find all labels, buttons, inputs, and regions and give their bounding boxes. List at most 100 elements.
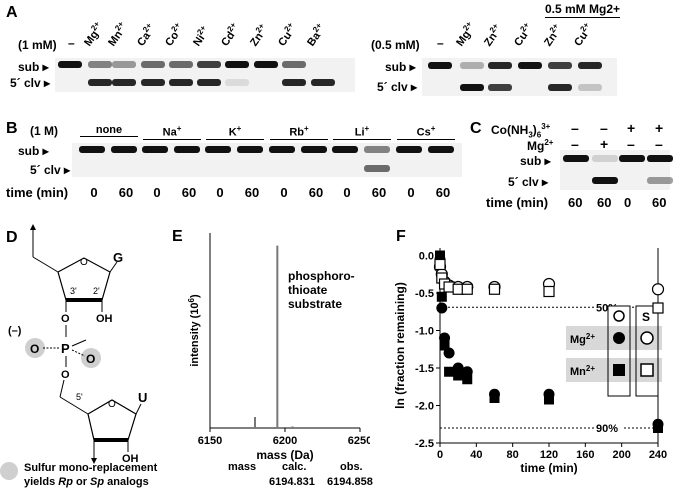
bottom-arrow-head bbox=[91, 458, 97, 464]
legend-mn-o-marker bbox=[613, 364, 625, 376]
upper-ribose-ring bbox=[57, 257, 111, 301]
reference-label-bg bbox=[594, 421, 622, 434]
data-point-mn-s bbox=[652, 302, 664, 314]
right-ion-label-1: Zn2+ bbox=[482, 21, 501, 49]
panel-a-right-sub-label: sub ▸ bbox=[385, 60, 416, 74]
c-row2-2: – bbox=[627, 136, 635, 152]
sub-band bbox=[428, 146, 454, 153]
panel-b-clv-label: 5´ clv ▸ bbox=[30, 163, 71, 177]
clv-band bbox=[460, 84, 484, 91]
legend-mg-o-marker bbox=[613, 332, 625, 344]
sub-band bbox=[112, 61, 136, 68]
data-point-mn-o bbox=[435, 250, 445, 261]
ion-label-8: Ba2+ bbox=[305, 21, 324, 49]
panel-d-structure: D O G 3' 2' OH O (–) O P O O 5' O U OH bbox=[6, 224, 147, 465]
legend-col-o-border bbox=[607, 305, 631, 397]
sub-band bbox=[237, 146, 263, 153]
right-ion-label-3: Zn2+ bbox=[542, 21, 561, 49]
x-tick-label: 120 bbox=[540, 449, 558, 461]
group-header-5: Cs+ bbox=[397, 124, 455, 140]
upper-ring-o: O bbox=[80, 257, 88, 268]
data-point-mn-s bbox=[543, 285, 555, 298]
time-value-7: 60 bbox=[308, 185, 324, 200]
panel-a-right-clv-label: 5´ clv ▸ bbox=[377, 80, 418, 94]
data-point-mn-o bbox=[453, 370, 464, 381]
right-ion-label-0: Mg2+ bbox=[454, 19, 474, 49]
clv-band bbox=[88, 79, 112, 86]
sub-band bbox=[364, 146, 390, 153]
sub-band bbox=[225, 61, 249, 68]
sub-band bbox=[518, 62, 542, 69]
c-time-3: 60 bbox=[652, 195, 667, 210]
sub-band bbox=[548, 62, 572, 69]
obs-label: obs. bbox=[340, 461, 363, 473]
group-header-4: Li+ bbox=[333, 124, 391, 140]
data-point-mn-o bbox=[439, 340, 450, 351]
ion-label-4: Ni2+ bbox=[191, 23, 208, 49]
base-u: U bbox=[138, 390, 147, 405]
legend-o-symbol bbox=[613, 310, 625, 322]
clv-band bbox=[282, 79, 306, 86]
sub-band bbox=[111, 146, 137, 153]
panel-a-label: A bbox=[6, 4, 18, 21]
sub-band bbox=[269, 146, 295, 153]
panel-c-row1-label: Co(NH3)63+ bbox=[491, 122, 551, 140]
legend-s-label: S bbox=[642, 310, 650, 324]
time-value-3: 60 bbox=[181, 185, 197, 200]
ion-label-2: Ca2+ bbox=[135, 21, 154, 49]
y-axis-label: intensity (106) bbox=[187, 294, 202, 367]
clv-band bbox=[141, 79, 165, 86]
ion-label-7: Cu2+ bbox=[276, 20, 296, 49]
data-point-mn-s bbox=[488, 283, 501, 295]
c-row1-3: + bbox=[655, 120, 664, 136]
base-g: G bbox=[113, 250, 123, 265]
y-tick-label: 0.0 bbox=[419, 251, 434, 263]
p-o-right-bond bbox=[71, 349, 86, 357]
sulfur-legend-text: Sulfur mono-replacement yields Rp or Sp … bbox=[24, 462, 158, 488]
c-row1-2: + bbox=[627, 120, 636, 136]
c-time-2: 0 bbox=[624, 195, 632, 210]
y-tick-label: -0.5 bbox=[415, 288, 434, 300]
time-value-9: 60 bbox=[371, 185, 387, 200]
p-atom: P bbox=[61, 341, 70, 356]
y-tick-label: -1.5 bbox=[415, 363, 434, 375]
annotation-line1: phosphoro- bbox=[288, 269, 355, 283]
sulfur-legend-dot bbox=[0, 462, 18, 480]
sub-band bbox=[141, 61, 165, 68]
top-arrow-head bbox=[30, 224, 36, 230]
y-tick-label: -2.0 bbox=[415, 401, 434, 413]
data-point-mn-o bbox=[444, 366, 455, 377]
sub-band bbox=[254, 61, 278, 68]
data-point-mn-o bbox=[462, 374, 473, 385]
data-point-mn-o bbox=[653, 423, 663, 433]
panel-a-sub-label: sub ▸ bbox=[18, 60, 49, 74]
lower-ribose-ring bbox=[87, 399, 137, 441]
sulfur-site-left bbox=[25, 338, 45, 358]
c5-label: 5' bbox=[76, 392, 83, 402]
c-row2-3: – bbox=[655, 136, 663, 152]
panel-b-conc: (1 M) bbox=[30, 124, 58, 138]
x-tick-label: 6250 bbox=[348, 435, 370, 447]
c-row1-1: – bbox=[600, 120, 608, 136]
data-point-mn-o bbox=[436, 291, 447, 302]
c-row1-0: – bbox=[571, 120, 579, 136]
panel-a-right-dash: – bbox=[437, 36, 444, 50]
data-point-mn-o bbox=[544, 394, 554, 405]
panel-d-label: D bbox=[6, 229, 18, 246]
c-row2-0: – bbox=[571, 136, 579, 152]
o5-c5-bond bbox=[59, 379, 65, 398]
clv-band bbox=[647, 177, 673, 184]
o5-atom: O bbox=[61, 369, 70, 381]
clv-band bbox=[578, 84, 602, 91]
clv-band bbox=[311, 79, 335, 86]
calc-value: 6194.831 bbox=[269, 476, 315, 488]
c-time-1: 60 bbox=[597, 195, 612, 210]
panel-f-chart: 0.0 -0.5 -1.0 -1.5 -2.0 -2.50 40 80 120 160 200 240… bbox=[393, 248, 667, 475]
sub-band bbox=[460, 62, 484, 69]
time-value-6: 0 bbox=[280, 185, 288, 200]
y-tick-label: -1.0 bbox=[415, 326, 434, 338]
ion-label-1: Mn2+ bbox=[106, 19, 126, 49]
clv-band bbox=[364, 165, 390, 172]
data-point-mn-o bbox=[489, 393, 500, 403]
sub-band bbox=[332, 146, 358, 153]
